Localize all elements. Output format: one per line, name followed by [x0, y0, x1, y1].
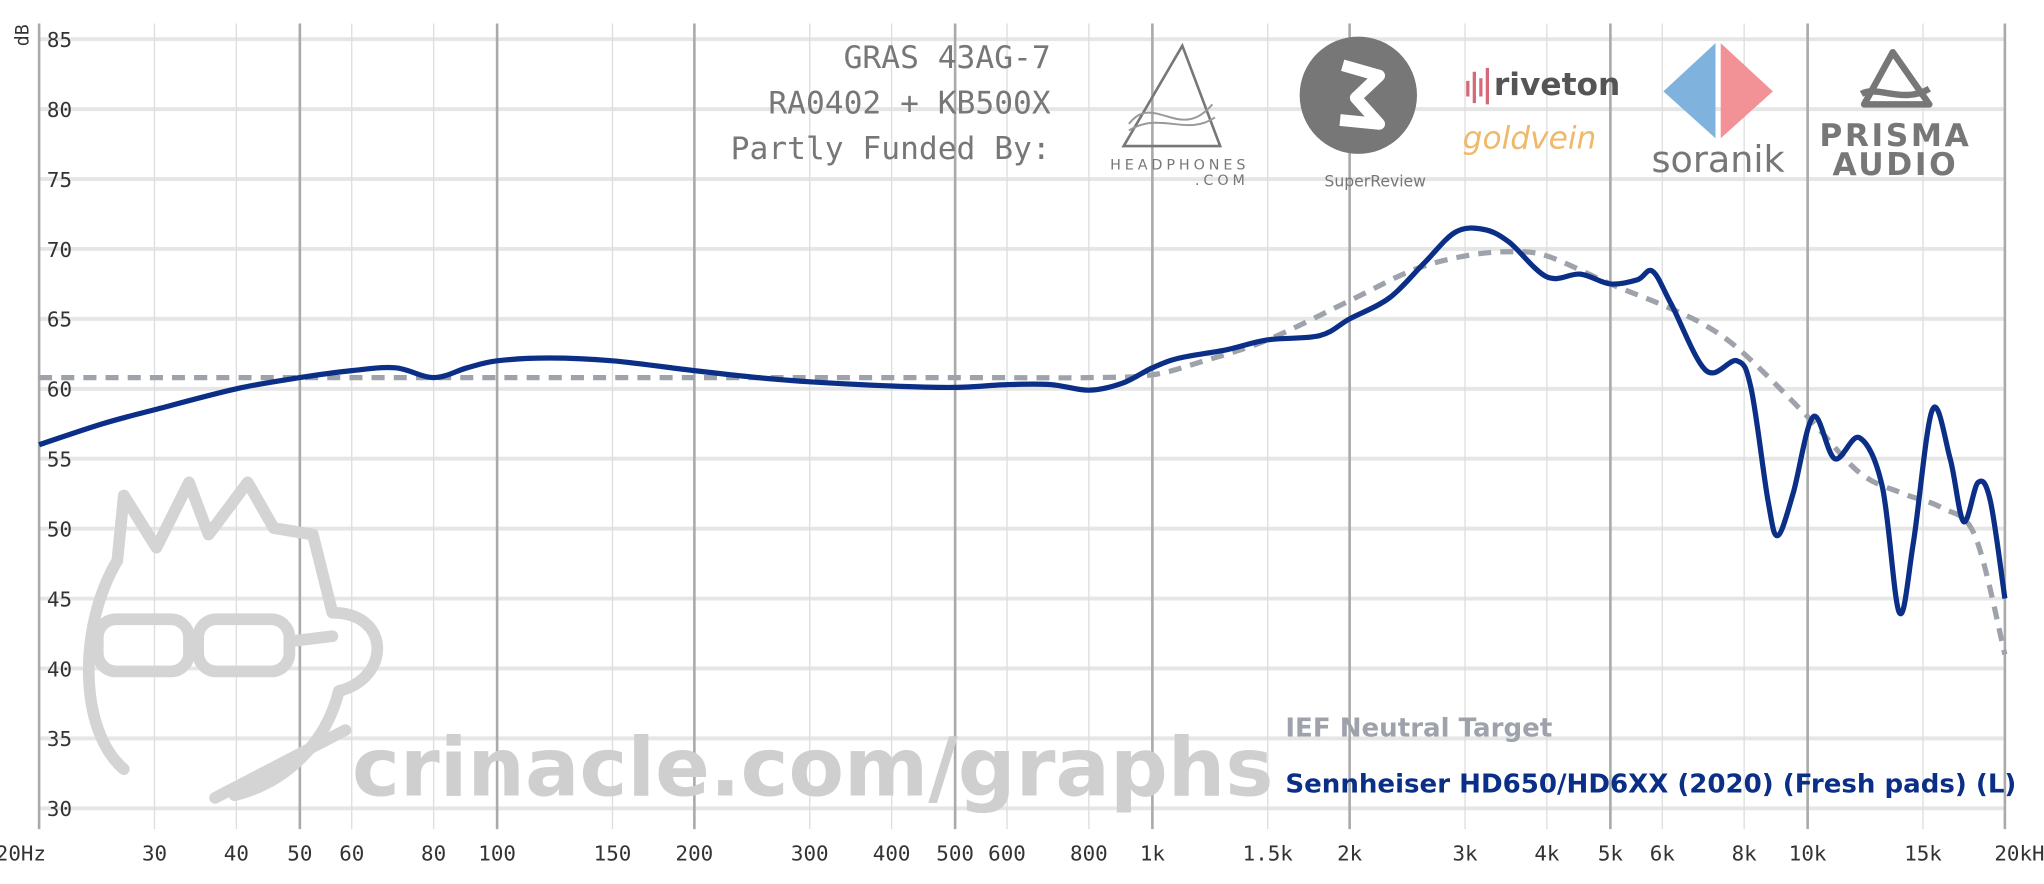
y-tick-label: 30	[47, 797, 72, 821]
y-tick-label: 85	[47, 28, 72, 52]
header-line: RA0402 + KB500X	[768, 86, 1051, 122]
x-tick-label: 6k	[1650, 841, 1676, 865]
sponsor-text: riveton	[1494, 67, 1620, 103]
x-tick-label: 4k	[1534, 841, 1560, 865]
y-axis-label: dB	[13, 24, 34, 46]
x-tick-label: 1.5k	[1243, 841, 1294, 865]
y-tick-label: 70	[47, 238, 72, 262]
sponsor-text: AUDIO	[1832, 147, 1958, 183]
watermark: crinacle.com/graphs	[352, 721, 1274, 815]
superreview-mark	[1339, 59, 1386, 130]
y-tick-label: 55	[47, 448, 72, 472]
y-tick-label: 80	[47, 98, 72, 122]
watermark-face	[82, 476, 384, 804]
sponsor-text: SuperReview	[1324, 172, 1426, 191]
x-tick-label: 80	[421, 841, 446, 865]
lines	[38, 225, 2008, 656]
y-tick-label: 50	[47, 517, 72, 541]
x-tick-label: 300	[791, 841, 829, 865]
sponsor-text: PRISMA	[1819, 118, 1971, 154]
x-tick-label: 50	[287, 841, 312, 865]
y-tick-label: 40	[47, 657, 72, 681]
x-tick-label: 200	[676, 841, 714, 865]
x-tick-label: 40	[224, 841, 249, 865]
y-tick-label: 45	[47, 587, 72, 611]
x-tick-label: 400	[873, 841, 911, 865]
x-tick-label: 600	[988, 841, 1026, 865]
x-tick-label: 20Hz	[0, 841, 46, 865]
x-tick-label: 3k	[1452, 841, 1478, 865]
x-tick-label: 100	[478, 841, 516, 865]
header-line: GRAS 43AG-7	[844, 40, 1051, 76]
legend: IEF Neutral Target Sennheiser HD650/HD6XX…	[1285, 714, 2016, 800]
series-line	[39, 249, 2008, 656]
x-tick-label: 20kHz	[1994, 841, 2044, 865]
y-tick-label: 60	[47, 378, 72, 402]
headphones-wave	[1128, 103, 1216, 132]
series-line	[38, 225, 2008, 617]
y-tick-label: 65	[47, 308, 72, 332]
x-tick-label: 10k	[1789, 841, 1827, 865]
x-tick-label: 8k	[1732, 841, 1758, 865]
x-tick-label: 500	[936, 841, 974, 865]
x-tick-label: 150	[594, 841, 632, 865]
legend-entry: Sennheiser HD650/HD6XX (2020) (Fresh pad…	[1285, 770, 2016, 800]
x-tick-label: 30	[142, 841, 167, 865]
prisma-mark	[1859, 48, 1933, 108]
x-tick-label: 5k	[1598, 841, 1624, 865]
header-line: Partly Funded By:	[731, 131, 1051, 167]
x-tick-label: 1k	[1140, 841, 1166, 865]
legend-entry: IEF Neutral Target	[1285, 714, 1552, 744]
sponsor-text: soranik	[1652, 138, 1786, 181]
x-tick-label: 2k	[1337, 841, 1363, 865]
sponsor-logos: HEADPHONES .COM SuperReview riveton gold…	[1110, 36, 1971, 191]
x-tick-label: 800	[1070, 841, 1108, 865]
headphones-logo	[1121, 42, 1223, 148]
soranik-left	[1663, 43, 1716, 139]
y-tick-label: 75	[47, 168, 72, 192]
soranik-right	[1720, 43, 1773, 139]
x-tick-label: 15k	[1904, 841, 1942, 865]
x-tick-label: 60	[339, 841, 364, 865]
y-tick-label: 35	[47, 727, 72, 751]
sponsor-text: HEADPHONES	[1110, 158, 1249, 174]
sponsor-text: .COM	[1195, 173, 1249, 189]
riveton-mark	[1466, 67, 1490, 105]
sponsor-text: goldvein	[1463, 121, 1597, 157]
